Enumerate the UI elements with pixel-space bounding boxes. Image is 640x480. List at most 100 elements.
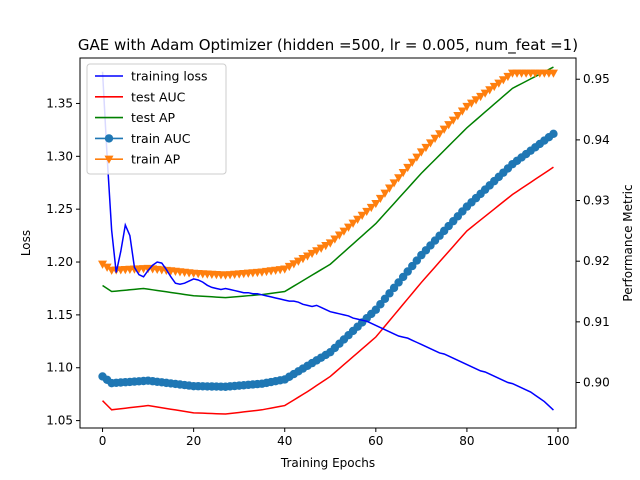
- legend-item-test-auc: test AUC: [95, 89, 186, 104]
- data-point: [466, 99, 476, 108]
- y-axis-left-label: Loss: [19, 230, 33, 256]
- data-point: [439, 125, 449, 134]
- data-point: [498, 76, 508, 85]
- y-tick-label-left: 1.25: [46, 202, 73, 216]
- data-point: [343, 223, 353, 232]
- data-point: [425, 139, 435, 148]
- series-test-auc: [102, 166, 554, 415]
- x-tick-label: 20: [186, 434, 201, 448]
- data-point: [453, 112, 463, 121]
- data-point: [389, 179, 399, 188]
- data-point: [448, 116, 458, 125]
- y-tick-label-left: 1.10: [46, 361, 73, 375]
- legend-item-training-loss: training loss: [95, 69, 208, 84]
- y-tick-label-right: 0.92: [583, 254, 610, 268]
- data-point: [334, 231, 344, 240]
- legend-item-train-ap: train AP: [95, 152, 181, 167]
- data-point: [362, 207, 372, 217]
- data-point: [489, 82, 499, 92]
- data-point: [293, 257, 303, 266]
- data-point: [330, 235, 340, 244]
- data-point: [462, 102, 472, 112]
- data-point: [321, 242, 331, 251]
- data-point: [384, 184, 394, 193]
- data-point: [444, 121, 454, 130]
- data-point: [549, 129, 558, 139]
- y-tick-label-left: 1.15: [46, 308, 73, 322]
- legend-label: training loss: [131, 69, 208, 84]
- x-tick-label: 60: [368, 434, 383, 448]
- x-tick-label: 100: [547, 434, 570, 448]
- data-point: [316, 244, 326, 253]
- data-point: [366, 203, 376, 213]
- legend-box: [86, 63, 227, 175]
- data-point: [289, 260, 299, 269]
- x-axis-label: Training Epochs: [280, 456, 375, 470]
- data-point: [398, 169, 408, 178]
- data-point: [353, 215, 363, 224]
- y-tick-label-right: 0.90: [583, 376, 610, 390]
- data-point: [375, 194, 385, 204]
- y-tick-label-left: 1.35: [46, 96, 73, 110]
- data-point: [476, 92, 486, 102]
- y-axis-right-label: Performance Metric: [621, 184, 635, 301]
- y-tick-label-left: 1.05: [46, 414, 73, 428]
- data-point: [430, 134, 440, 143]
- x-tick-label: 80: [459, 434, 474, 448]
- data-point: [280, 265, 290, 274]
- data-point: [312, 247, 322, 256]
- y-tick-label-left: 1.30: [46, 149, 73, 163]
- data-point: [471, 96, 481, 105]
- data-point: [339, 227, 349, 236]
- data-point: [412, 153, 422, 162]
- data-point: [416, 148, 426, 157]
- data-point: [548, 69, 558, 78]
- y-tick-label-right: 0.94: [583, 133, 610, 147]
- series-training-loss: [101, 71, 554, 411]
- data-point: [403, 163, 413, 173]
- series-layer: [98, 66, 558, 415]
- y-tick-label-left: 1.20: [46, 255, 73, 269]
- data-point: [435, 130, 445, 139]
- y-tick-label-right: 0.91: [583, 315, 610, 329]
- series-test-ap: [102, 66, 554, 299]
- data-point: [348, 219, 358, 228]
- data-point: [371, 199, 381, 209]
- data-point: [298, 255, 308, 264]
- plot-frame: [79, 57, 577, 429]
- series-line-test-auc: [102, 166, 554, 415]
- data-point: [485, 86, 495, 95]
- data-point: [102, 263, 112, 272]
- data-point: [307, 249, 317, 259]
- data-point: [394, 174, 404, 183]
- y-axis-left: 1.05 1.10 1.15 1.20 1.25 1.30 1.35: [46, 96, 80, 428]
- data-point: [357, 211, 367, 221]
- legend-label: test AP: [131, 110, 176, 125]
- series-train-ap: [98, 69, 558, 280]
- legend-label: train AP: [131, 152, 181, 167]
- legend-marker: [104, 155, 114, 164]
- data-point: [480, 89, 490, 98]
- series-line-test-ap: [102, 66, 554, 299]
- data-point: [284, 262, 294, 272]
- data-point: [303, 252, 313, 261]
- chart-title: GAE with Adam Optimizer (hidden =500, lr…: [78, 36, 578, 55]
- legend-label: train AUC: [131, 131, 191, 146]
- y-axis-right: 0.90 0.91 0.92 0.93 0.94 0.95: [576, 72, 610, 390]
- y-tick-label-right: 0.93: [583, 194, 610, 208]
- series-line-training-loss: [101, 71, 554, 411]
- x-axis: 0 20 40 60 80 100: [99, 428, 570, 448]
- data-point: [98, 260, 108, 269]
- legend-marker: [104, 134, 114, 143]
- data-point: [457, 107, 467, 116]
- data-point: [421, 143, 431, 153]
- data-point: [325, 239, 335, 248]
- legend-item-train-auc: train AUC: [95, 131, 191, 146]
- data-point: [407, 158, 417, 167]
- series-train-auc: [98, 129, 558, 391]
- legend-item-test-ap: test AP: [95, 110, 176, 125]
- y-tick-label-right: 0.95: [583, 72, 610, 86]
- legend: training loss test AUC test AP train AUC tra…: [86, 63, 227, 175]
- legend-label: test AUC: [131, 89, 186, 104]
